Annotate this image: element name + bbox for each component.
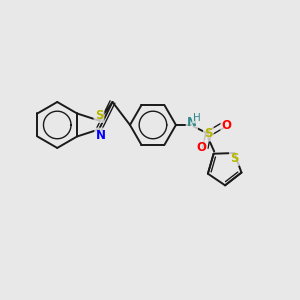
Text: O: O [196,141,206,154]
Text: S: S [230,152,239,165]
Text: S: S [95,109,103,122]
Text: N: N [95,129,106,142]
Text: H: H [193,113,200,123]
Text: O: O [222,119,232,132]
Text: N: N [187,116,197,129]
Text: S: S [204,127,212,140]
